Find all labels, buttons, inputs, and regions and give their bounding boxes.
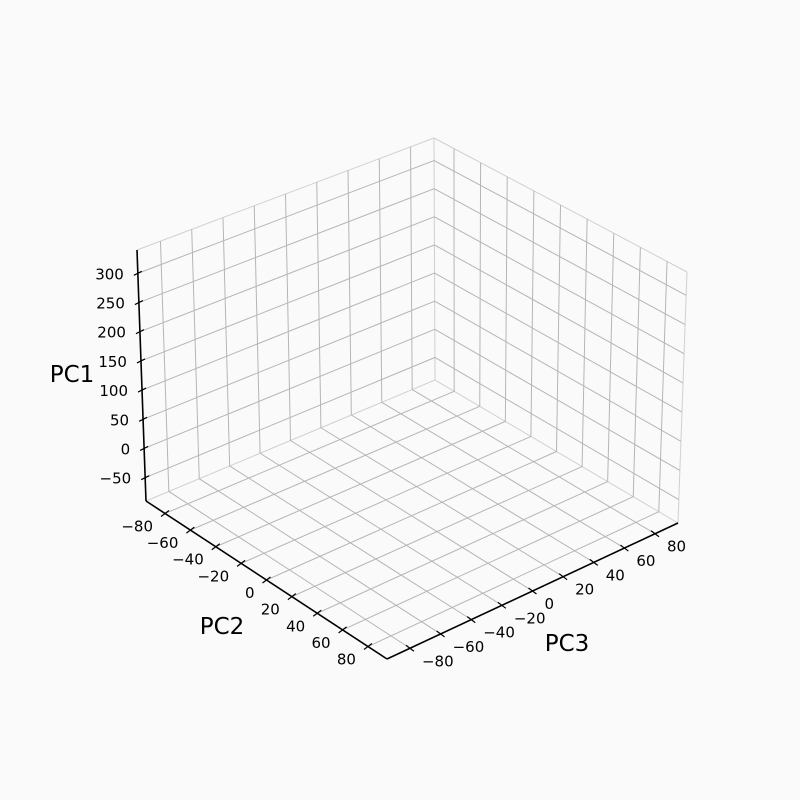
pc2-tick: [160, 509, 170, 517]
grid-group: [137, 146, 687, 649]
z-gridline: [141, 272, 683, 413]
axes-group: [136, 249, 679, 660]
pc1-tick: [139, 445, 149, 452]
pc3-tick-label: −20: [514, 609, 546, 627]
pc2-tick: [211, 543, 221, 551]
y-gridline: [342, 247, 641, 631]
pc2-tick-label: −60: [147, 534, 179, 552]
pc3-tick: [558, 573, 568, 581]
pc2-axis-label: PC2: [200, 614, 245, 640]
y-gridline: [164, 148, 455, 514]
pc3-tick-label: −60: [453, 638, 485, 656]
pc3-tick: [528, 587, 537, 595]
x-gridline: [191, 229, 441, 635]
pc3-tick: [405, 644, 415, 652]
pc1-tick: [133, 270, 143, 276]
pc1-tick-label: 250: [96, 295, 125, 313]
z-gridline: [142, 300, 682, 442]
pc1-tick: [136, 358, 146, 364]
x-gridline: [347, 170, 595, 563]
pc3-tick: [589, 558, 599, 566]
pc2-tick-label: 80: [337, 651, 356, 669]
z-gridline: [144, 356, 680, 501]
pc1-tick-label: 50: [110, 411, 129, 429]
pc3-tick: [620, 544, 629, 552]
x-gridline: [378, 158, 625, 549]
pc2-tick-label: −20: [197, 567, 229, 585]
pc2-tick-label: −80: [121, 517, 153, 535]
pc3-tick-label: 40: [606, 566, 625, 584]
pc3-tick-label: 20: [575, 581, 594, 599]
pc2-tick: [236, 559, 246, 567]
pc3-axis-label: PC3: [545, 631, 590, 657]
pc3-tick: [497, 601, 507, 609]
z-gridline: [137, 159, 687, 296]
y-gridline: [317, 233, 615, 614]
y-gridline: [367, 261, 668, 647]
pc2-tick-label: 60: [312, 634, 331, 652]
y-gridline: [190, 162, 482, 531]
pc1-axis-label: PC1: [50, 362, 95, 388]
pc3-tick-label: 80: [667, 538, 686, 556]
pane-edge: [677, 271, 688, 524]
x-gridline: [222, 217, 472, 621]
z-gridline: [140, 244, 684, 384]
pc2-tick: [287, 593, 297, 601]
y-gridline: [266, 204, 561, 581]
pane-edge: [433, 137, 436, 381]
pc2-tick: [262, 576, 271, 584]
pc2-tick-label: 20: [261, 601, 280, 619]
x-gridline: [316, 182, 564, 578]
pc1-tick: [140, 475, 150, 481]
y-gridline: [291, 219, 588, 598]
pc2-tick-label: −40: [172, 551, 204, 569]
pc3-tick-label: −80: [422, 652, 454, 670]
pc3-tick: [436, 630, 445, 638]
z-gridline: [138, 188, 686, 325]
pc1-tick-label: 100: [99, 382, 128, 400]
pc2-tick-label: 40: [286, 617, 305, 635]
pc3-tick-label: 60: [636, 552, 655, 570]
x-gridline: [159, 241, 411, 649]
z-gridline: [143, 328, 681, 471]
pc2-tick: [312, 609, 322, 617]
pc1-tick: [135, 329, 145, 335]
pc2-tick-label: 0: [245, 584, 255, 602]
pc2-tick: [186, 526, 195, 534]
y-gridline: [215, 176, 508, 548]
pc1-tick-label: 200: [97, 324, 126, 342]
pc1-tick-label: 0: [121, 440, 131, 458]
z-gridline: [139, 216, 685, 355]
pc1-tick: [134, 299, 144, 306]
pc1-tick-label: 150: [98, 353, 127, 371]
x-gridline: [285, 193, 533, 592]
pc1-tick-label: 300: [95, 265, 124, 283]
pc3-tick-label: 0: [545, 595, 555, 613]
pc1-axis-line: [136, 249, 147, 502]
pc1-tick: [138, 416, 148, 422]
x-gridline: [410, 146, 656, 535]
pc1-tick-label: −50: [100, 470, 132, 488]
pc1-tick: [137, 387, 147, 393]
pc3-tick: [466, 616, 476, 624]
pc3-tick-label: −40: [483, 624, 515, 642]
pc2-tick: [338, 626, 347, 634]
tick-group: −50050100150200250300−80−60−40−200204060…: [95, 265, 686, 670]
pc3-tick: [650, 530, 660, 538]
y-gridline: [240, 190, 535, 564]
pc2-tick: [363, 643, 373, 651]
x-gridline: [253, 205, 503, 606]
